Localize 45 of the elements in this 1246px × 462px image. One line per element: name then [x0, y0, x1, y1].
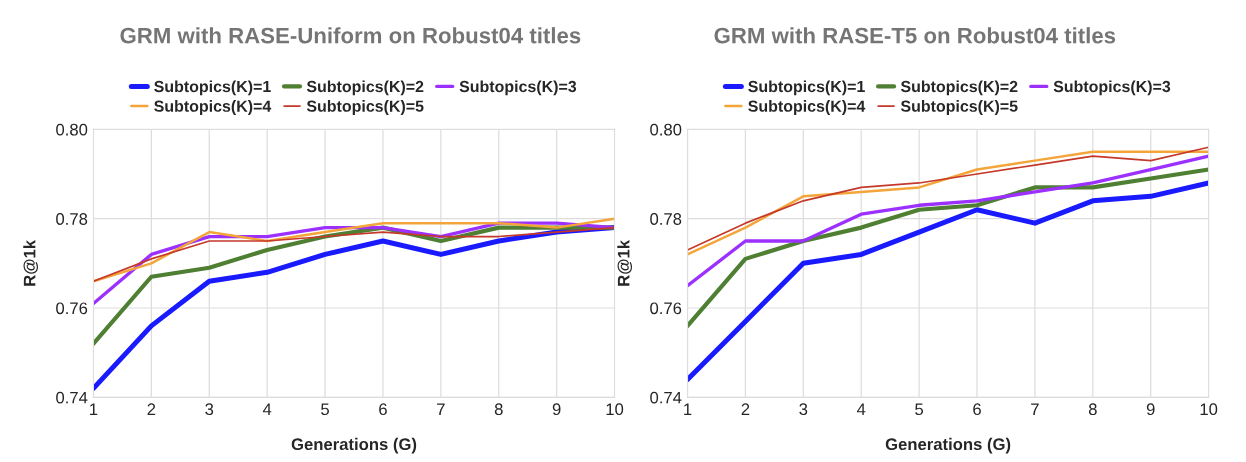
legend-label: Subtopics(K)=4 — [748, 100, 866, 115]
y-tick-label: 0.76 — [650, 302, 682, 315]
chart-title: GRM with RASE-T5 on Robust04 titles — [714, 27, 1116, 44]
x-tick-label: 4 — [856, 403, 866, 415]
y-tick-label: 0.78 — [650, 213, 682, 225]
x-tick-label: 5 — [321, 403, 329, 416]
legend-label: Subtopics(K)=2 — [900, 80, 1018, 96]
x-tick-label: 2 — [741, 403, 750, 415]
line-series — [687, 154, 1209, 288]
x-tick-label: 9 — [1146, 403, 1155, 416]
x-tick-label: 10 — [606, 403, 624, 416]
x-tick-label: 1 — [684, 403, 692, 415]
y-tick-label: 0.80 — [650, 123, 682, 136]
legend-label: Subtopics(K)=3 — [1053, 80, 1171, 96]
y-tick-label: 0.74 — [56, 391, 88, 404]
x-tick-label: 1 — [90, 403, 98, 415]
y-axis-title: R@1k — [617, 239, 633, 286]
x-axis-title: Generations (G) — [885, 437, 1011, 454]
y-tick-label: 0.74 — [650, 391, 682, 404]
legend-label: Subtopics(K)=5 — [900, 100, 1018, 115]
x-tick-label: 8 — [1088, 403, 1097, 416]
x-tick-label: 4 — [262, 403, 272, 415]
x-tick-label: 2 — [147, 403, 156, 415]
legend-label: Subtopics(K)=3 — [459, 80, 577, 96]
y-axis-title: R@1k — [23, 239, 38, 286]
legend-label: Subtopics(K)=1 — [154, 80, 271, 96]
y-tick-label: 0.80 — [56, 123, 88, 136]
legend-label: Subtopics(K)=5 — [306, 100, 424, 115]
x-tick-label: 9 — [552, 403, 561, 416]
x-tick-label: 3 — [205, 403, 214, 416]
x-tick-label: 10 — [1200, 403, 1218, 416]
x-tick-label: 6 — [379, 403, 387, 416]
legend-label: Subtopics(K)=1 — [748, 80, 865, 96]
legend-label: Subtopics(K)=2 — [306, 80, 424, 96]
x-tick-label: 8 — [494, 403, 503, 416]
x-tick-label: 7 — [437, 403, 445, 415]
y-tick-label: 0.78 — [56, 213, 88, 225]
chart-title: GRM with RASE-Uniform on Robust04 titles — [120, 27, 581, 44]
x-tick-label: 3 — [799, 403, 808, 416]
legend-label: Subtopics(K)=4 — [154, 100, 272, 115]
x-tick-label: 5 — [915, 403, 924, 416]
x-tick-label: 7 — [1031, 403, 1039, 415]
y-tick-label: 0.76 — [56, 302, 88, 315]
x-tick-label: 6 — [973, 403, 981, 416]
x-axis-title: Generations (G) — [291, 437, 417, 454]
